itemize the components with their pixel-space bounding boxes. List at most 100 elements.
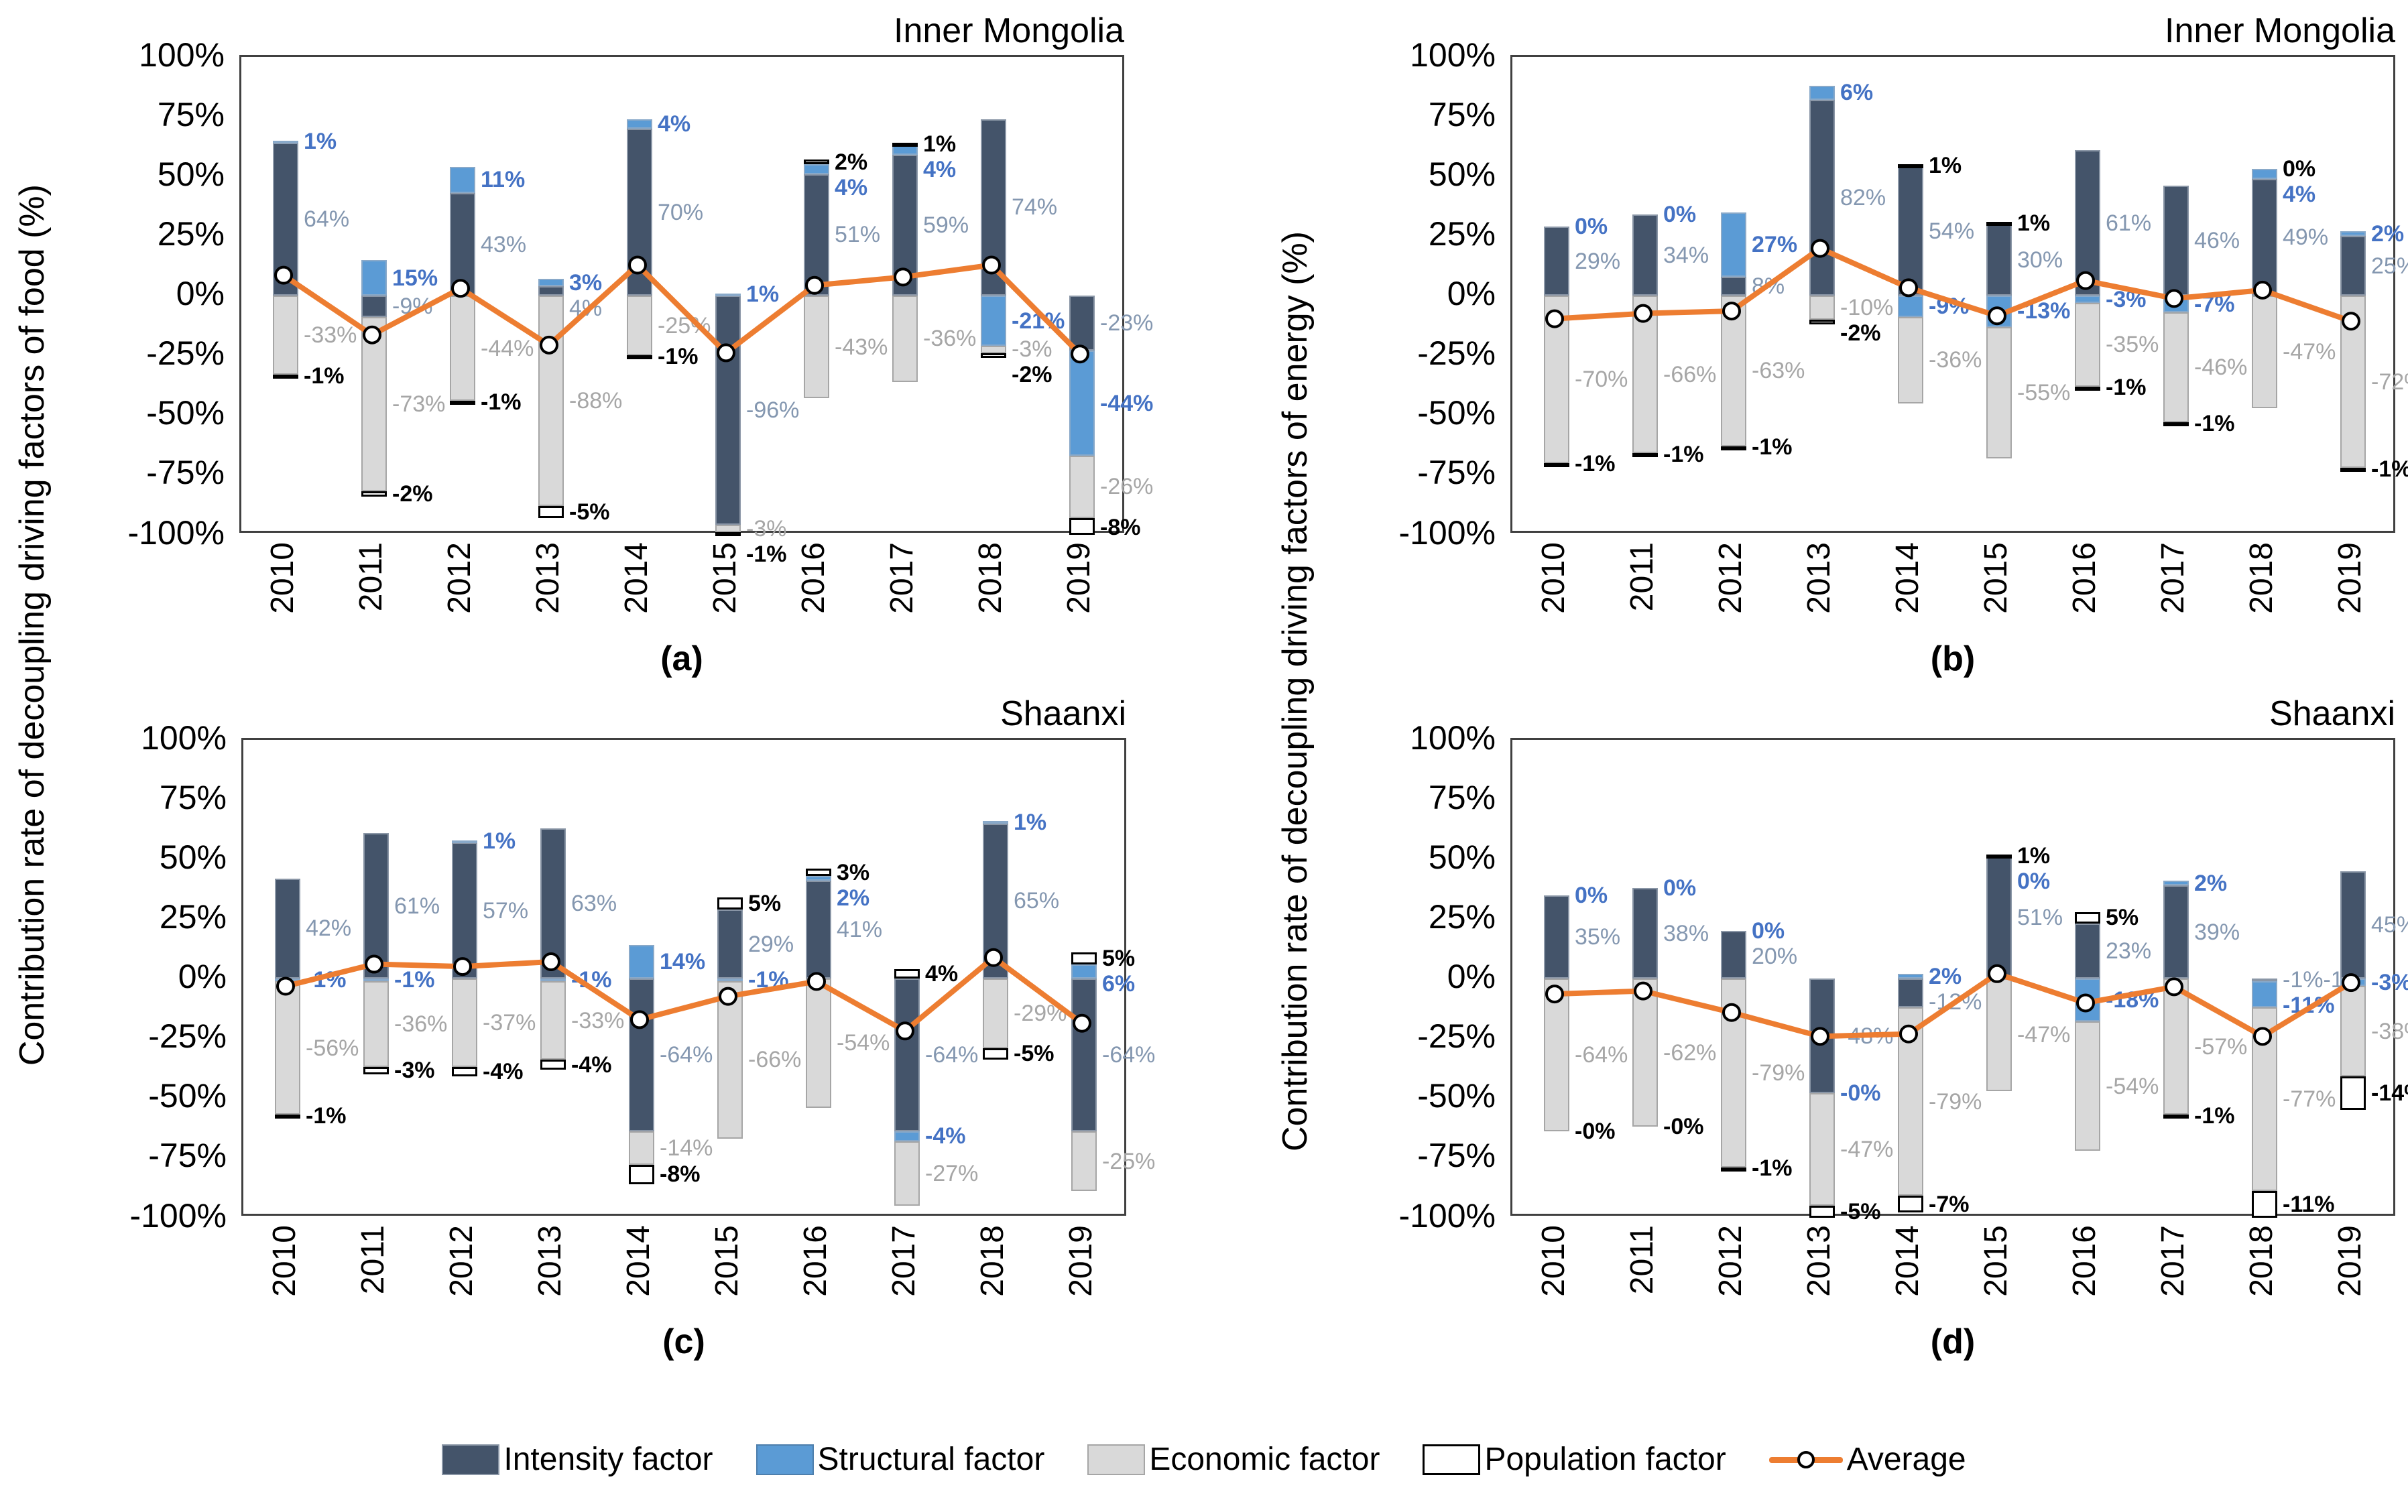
bar-segment-structural <box>273 140 298 143</box>
bar-segment-economic <box>806 979 831 1108</box>
bar-label-structural: -44% <box>1100 390 1154 416</box>
bar-segment-structural <box>983 821 1008 824</box>
bar-segment-population <box>2340 467 2366 472</box>
bar-label-structural: -0% <box>1840 1080 1881 1107</box>
bar-label-population: -11% <box>2283 1191 2335 1217</box>
bar-label-population: 2% <box>835 149 868 175</box>
bar-label-population: -7% <box>1929 1191 1970 1217</box>
x-tick-label: 2015 <box>707 542 743 614</box>
bar-label-population: -1% <box>746 541 787 567</box>
x-tick-label: 2014 <box>1890 542 1925 614</box>
bar-label-economic: -77% <box>2283 1086 2336 1113</box>
average-marker <box>1071 344 1089 364</box>
bar-label-population: -3% <box>394 1058 435 1084</box>
x-tick-label: 2012 <box>1713 542 1748 614</box>
bar-label-economic: -55% <box>2017 379 2071 405</box>
x-tick-label: 2013 <box>530 542 566 614</box>
bar-label-economic: -3% <box>1012 336 1052 363</box>
bar-label-economic: -27% <box>925 1160 979 1186</box>
average-marker <box>1988 306 2006 326</box>
bar-label-economic: -37% <box>483 1010 536 1036</box>
bar-segment-population <box>450 401 475 405</box>
bar-label-economic: -36% <box>1929 347 1982 373</box>
structural-swatch-icon <box>756 1444 814 1475</box>
x-tick-label: 2011 <box>355 1225 391 1295</box>
x-tick-label: 2017 <box>2155 542 2191 614</box>
x-tick-label: 2019 <box>1061 542 1097 614</box>
panel-caption: (d) <box>1930 1322 1976 1361</box>
bar-label-economic: -57% <box>2194 1033 2248 1060</box>
bar-label-intensity: 70% <box>658 199 704 225</box>
average-marker <box>2165 977 2183 997</box>
average-marker <box>894 267 912 287</box>
average-marker <box>2076 271 2095 290</box>
bar-label-population: 5% <box>1102 945 1136 971</box>
average-marker <box>453 957 472 976</box>
bar-segment-population <box>1069 517 1095 535</box>
bar-segment-structural <box>1721 212 1746 277</box>
y-tick-label: -25% <box>1417 334 1496 373</box>
bar-segment-population <box>452 1067 477 1077</box>
bar-segment-intensity <box>450 193 475 296</box>
average-line <box>1554 245 2352 324</box>
bar-label-intensity: 45% <box>2371 912 2408 938</box>
bar-segment-economic <box>2075 302 2100 387</box>
bar-label-economic: -25% <box>1102 1148 1156 1174</box>
x-tick-label: 2014 <box>621 1225 656 1297</box>
bar-label-intensity: 74% <box>1012 194 1058 220</box>
economic-swatch-icon <box>1087 1444 1146 1475</box>
average-marker <box>1634 304 1652 323</box>
bar-segment-structural <box>450 166 475 194</box>
bar-label-intensity: 25% <box>2371 253 2408 279</box>
bar-label-population: 4% <box>925 961 959 987</box>
bar-label-intensity: 34% <box>1663 242 1709 268</box>
bar-segment-population <box>627 355 652 360</box>
legend-label-economic: Economic factor <box>1149 1442 1380 1477</box>
bar-segment-population <box>273 374 298 379</box>
bar-segment-economic <box>361 317 387 492</box>
bar-segment-economic <box>273 296 298 375</box>
bar-segment-population <box>894 969 920 979</box>
bar-segment-population <box>275 1115 300 1119</box>
bar-label-structural: -1% <box>394 967 435 993</box>
bar-segment-intensity <box>2252 178 2277 296</box>
bar-segment-structural <box>715 293 741 296</box>
average-marker <box>1722 302 1741 321</box>
average-marker <box>276 976 295 996</box>
bar-label-population: 3% <box>837 859 870 885</box>
bar-label-intensity: 54% <box>1929 218 1975 245</box>
x-tick-label: 2015 <box>1978 1225 2014 1297</box>
average-marker <box>805 275 824 295</box>
bar-label-structural: 4% <box>658 111 691 137</box>
y-axis-title-energy: Contribution rate of decoupling driving … <box>1276 231 1315 1151</box>
x-tick-label: 2016 <box>2067 1225 2102 1297</box>
bar-segment-economic <box>2163 979 2189 1115</box>
bar-label-intensity: 51% <box>835 222 881 248</box>
bar-segment-population <box>1986 221 2012 226</box>
bar-segment-economic <box>629 1131 654 1166</box>
y-tick-label: -100% <box>127 513 225 552</box>
bar-segment-population <box>2075 911 2100 924</box>
y-tick-label: 100% <box>139 36 225 74</box>
bar-label-population: -2% <box>1012 362 1052 388</box>
bar-label-intensity: 51% <box>2017 905 2063 931</box>
average-marker <box>984 948 1003 967</box>
bar-segment-population <box>1809 1205 1835 1218</box>
bar-label-population: -4% <box>483 1059 524 1085</box>
bar-label-population: -5% <box>1840 1198 1881 1224</box>
y-tick-label: 75% <box>1428 779 1496 817</box>
bar-segment-intensity <box>1544 895 1569 979</box>
average-marker <box>628 255 647 275</box>
bar-label-population: -1% <box>2194 410 2235 436</box>
x-tick-label: 2018 <box>2244 542 2279 614</box>
x-tick-label: 2012 <box>1713 1225 1748 1297</box>
bar-segment-structural <box>717 979 743 982</box>
bar-segment-structural <box>804 164 829 174</box>
bar-label-intensity: 61% <box>394 893 440 919</box>
bar-label-intensity: 41% <box>837 917 883 943</box>
bar-segment-structural <box>361 259 387 296</box>
bar-segment-intensity <box>1986 857 2012 979</box>
bar-label-structural: 0% <box>1575 213 1608 239</box>
bar-label-structural: 1% <box>304 129 337 155</box>
bar-segment-structural <box>540 979 566 982</box>
